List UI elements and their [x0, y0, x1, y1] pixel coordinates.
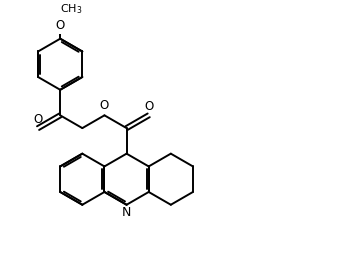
Text: O: O [34, 113, 43, 126]
Text: O: O [56, 19, 65, 32]
Text: N: N [122, 206, 131, 219]
Text: O: O [100, 99, 109, 112]
Text: CH$_3$: CH$_3$ [60, 2, 83, 15]
Text: O: O [144, 100, 153, 113]
